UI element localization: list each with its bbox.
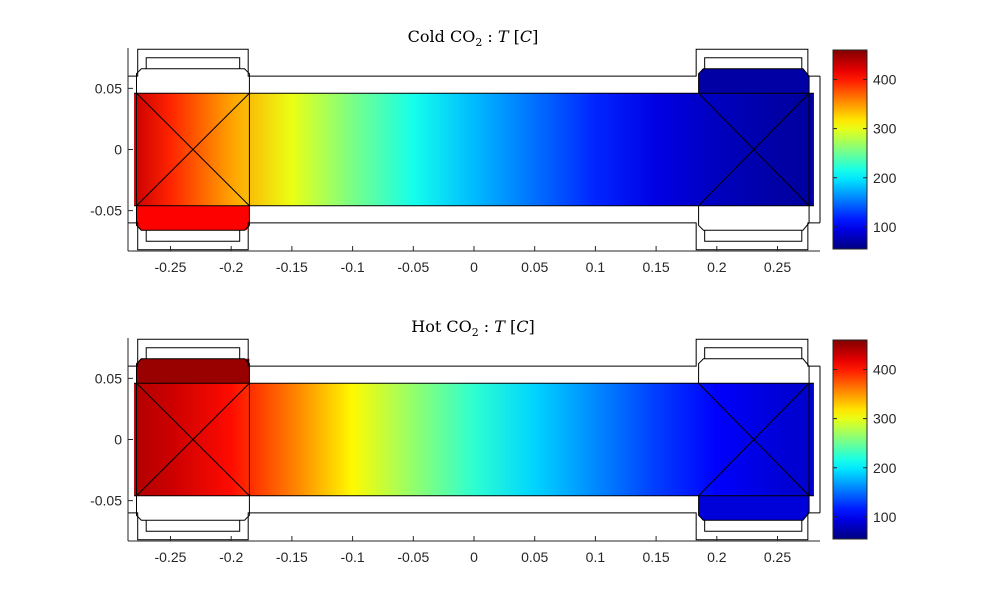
geometry-outline bbox=[127, 338, 821, 541]
block-outline bbox=[135, 358, 250, 384]
x-tick-label: 0.1 bbox=[586, 549, 606, 565]
temperature-field bbox=[134, 68, 814, 231]
x-tick-label: 0.1 bbox=[586, 259, 606, 275]
x-tick-label: 0.05 bbox=[521, 259, 548, 275]
block-outline bbox=[698, 205, 810, 231]
cross-line bbox=[136, 382, 250, 497]
y-tick-label: 0 bbox=[114, 432, 122, 448]
colorbar-tick-label: 300 bbox=[873, 121, 897, 137]
x-tick-label: 0 bbox=[470, 549, 478, 565]
block-slot bbox=[145, 347, 241, 359]
hot-co2-panel: Hot CO2 : T [C] -0.25 -0.2 -0.15 -0.1 -0.05 0… bbox=[90, 317, 896, 565]
colorbar-tick-label: 200 bbox=[873, 460, 897, 476]
block-outline bbox=[135, 495, 250, 521]
y-tick-label: 0.05 bbox=[95, 370, 122, 386]
cold-co2-panel: Cold CO2 : T [C] -0.25 -0.2 -0.15 -0.1 -0.05… bbox=[90, 27, 896, 275]
chart-title: Cold CO2 : T [C] bbox=[408, 27, 539, 49]
left-block-fill bbox=[136, 205, 250, 231]
geometry-outline bbox=[127, 48, 821, 251]
x-tick-label: 0.15 bbox=[642, 549, 669, 565]
x-tick-label: -0.1 bbox=[341, 549, 365, 565]
colorbar: 400 300 200 100 bbox=[832, 339, 897, 540]
x-tick-label: -0.05 bbox=[397, 549, 429, 565]
cross-line bbox=[698, 92, 810, 207]
housing-outline bbox=[128, 48, 820, 77]
colorbar-tick-label: 100 bbox=[873, 219, 897, 235]
block-slot bbox=[704, 57, 803, 69]
chart-title: Hot CO2 : T [C] bbox=[411, 317, 535, 339]
axes: -0.25 -0.2 -0.15 -0.1 -0.05 0 0.05 0.1 0.15 0.2 0.… bbox=[90, 338, 820, 565]
block-outline bbox=[698, 495, 810, 521]
x-tick-label: 0.05 bbox=[521, 549, 548, 565]
housing-outline bbox=[128, 512, 820, 541]
colorbar-tick-label: 300 bbox=[873, 411, 897, 427]
x-tick-label: -0.05 bbox=[397, 259, 429, 275]
housing-outline bbox=[128, 222, 820, 251]
x-tick-label: -0.2 bbox=[219, 549, 243, 565]
block-slot bbox=[704, 347, 803, 359]
right-block-fill bbox=[698, 495, 810, 521]
x-tick-label: 0.15 bbox=[642, 259, 669, 275]
x-tick-label: 0.25 bbox=[764, 549, 791, 565]
block-slot bbox=[145, 520, 241, 532]
x-tick-label: 0.25 bbox=[764, 259, 791, 275]
right-block-fill bbox=[698, 68, 810, 94]
block-slot bbox=[145, 230, 241, 242]
block-outline bbox=[698, 68, 810, 94]
x-tick-label: 0.2 bbox=[707, 549, 727, 565]
block-slot bbox=[704, 230, 803, 242]
channel-field bbox=[134, 383, 814, 496]
x-tick-label: 0.2 bbox=[707, 259, 727, 275]
colorbar-gradient bbox=[832, 49, 868, 250]
channel-field bbox=[134, 93, 814, 206]
block-outline bbox=[135, 205, 250, 231]
temperature-field bbox=[134, 358, 814, 521]
cross-line bbox=[698, 382, 810, 497]
x-tick-label: -0.1 bbox=[341, 259, 365, 275]
colorbar-tick-label: 400 bbox=[873, 361, 897, 377]
y-tick-label: -0.05 bbox=[90, 203, 122, 219]
cross-line bbox=[136, 92, 250, 207]
axes: -0.25 -0.2 -0.15 -0.1 -0.05 0 0.05 0.1 0.15 0.2 0.… bbox=[90, 48, 820, 275]
x-tick-label: -0.15 bbox=[276, 549, 308, 565]
y-tick-label: -0.05 bbox=[90, 493, 122, 509]
y-tick-label: 0.05 bbox=[95, 80, 122, 96]
colorbar: 400 300 200 100 bbox=[832, 49, 897, 250]
housing-outline bbox=[128, 338, 820, 367]
block-outline bbox=[135, 68, 250, 94]
x-tick-label: -0.15 bbox=[276, 259, 308, 275]
block-slot bbox=[704, 520, 803, 532]
y-tick-label: 0 bbox=[114, 142, 122, 158]
colorbar-tick-label: 200 bbox=[873, 170, 897, 186]
x-tick-label: -0.25 bbox=[155, 259, 187, 275]
block-outline bbox=[698, 358, 810, 384]
colorbar-gradient bbox=[832, 339, 868, 540]
block-slot bbox=[145, 57, 241, 69]
left-block-fill bbox=[136, 358, 250, 384]
x-tick-label: 0 bbox=[470, 259, 478, 275]
x-tick-label: -0.2 bbox=[219, 259, 243, 275]
colorbar-tick-label: 100 bbox=[873, 509, 897, 525]
colorbar-tick-label: 400 bbox=[873, 71, 897, 87]
x-tick-label: -0.25 bbox=[155, 549, 187, 565]
